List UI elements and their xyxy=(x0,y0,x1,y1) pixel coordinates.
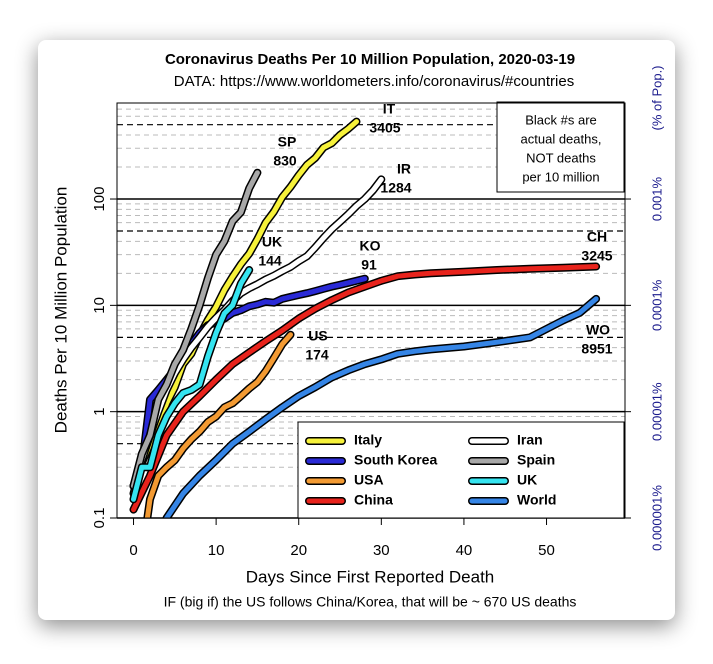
chart-title: Coronavirus Deaths Per 10 Million Popula… xyxy=(165,51,575,68)
series-label: KO xyxy=(360,238,381,254)
y2-tick-label: 0.000001% xyxy=(649,485,664,551)
line xyxy=(131,170,260,489)
series-label: UK xyxy=(262,234,282,250)
y-tick-label: 100 xyxy=(91,187,108,212)
series-deaths: 91 xyxy=(361,257,377,273)
legend-label: South Korea xyxy=(354,452,437,468)
legend-label: World xyxy=(517,492,556,508)
note-text: per 10 million xyxy=(522,169,599,184)
series-deaths: 3245 xyxy=(581,248,612,264)
lines xyxy=(129,117,601,518)
legend-label: China xyxy=(354,492,393,508)
series-label: SP xyxy=(278,134,297,150)
note-text: NOT deaths xyxy=(526,150,596,165)
note-box xyxy=(496,101,625,193)
series-deaths: 144 xyxy=(258,253,282,269)
series-label: IT xyxy=(383,101,396,117)
line xyxy=(131,119,359,496)
series-label: US xyxy=(308,328,327,344)
series-deaths: 1284 xyxy=(380,180,411,196)
legend-label: Italy xyxy=(354,432,382,448)
note-text: Black #s are xyxy=(525,112,597,127)
line xyxy=(131,264,599,513)
y2-axis-label: (% of Pop.) xyxy=(649,65,664,130)
plot-frame xyxy=(116,102,626,519)
legend-label: Spain xyxy=(517,452,555,468)
x-tick-label: 10 xyxy=(208,542,225,559)
footnote: IF (big if) the US follows China/Korea, … xyxy=(164,594,577,610)
series-label: CH xyxy=(587,229,607,245)
series-deaths: 3405 xyxy=(369,120,400,136)
line xyxy=(144,332,293,518)
series-deaths: 174 xyxy=(305,347,329,363)
note-text: actual deaths, xyxy=(521,131,602,146)
x-tick-label: 50 xyxy=(538,542,555,559)
legend-label: USA xyxy=(354,472,384,488)
series-deaths: 8951 xyxy=(581,341,612,357)
y2-tick-label: 0.00001% xyxy=(649,382,664,441)
y2-tick-label: 0.001% xyxy=(649,177,664,222)
y-tick-label: 1 xyxy=(91,408,108,416)
x-axis-label: Days Since First Reported Death xyxy=(246,567,495,586)
series-label: IR xyxy=(397,161,411,177)
y-axis-label: Deaths Per 10 Million Population xyxy=(51,187,70,434)
series-label: WO xyxy=(586,322,610,338)
chart-subtitle: DATA: https://www.worldometers.info/coro… xyxy=(174,73,574,90)
y-tick-label: 10 xyxy=(91,297,108,314)
x-tick-label: 20 xyxy=(290,542,307,559)
line xyxy=(131,267,252,502)
legend-label: Iran xyxy=(517,432,543,448)
legend-label: UK xyxy=(517,472,537,488)
y2-tick-label: 0.0001% xyxy=(649,279,664,331)
x-tick-label: 0 xyxy=(129,542,137,559)
x-tick-label: 30 xyxy=(373,542,390,559)
legend-box xyxy=(297,421,625,519)
y-tick-label: 0.1 xyxy=(91,508,108,529)
x-tick-label: 40 xyxy=(456,542,473,559)
series-deaths: 830 xyxy=(273,153,297,169)
line xyxy=(163,296,599,518)
